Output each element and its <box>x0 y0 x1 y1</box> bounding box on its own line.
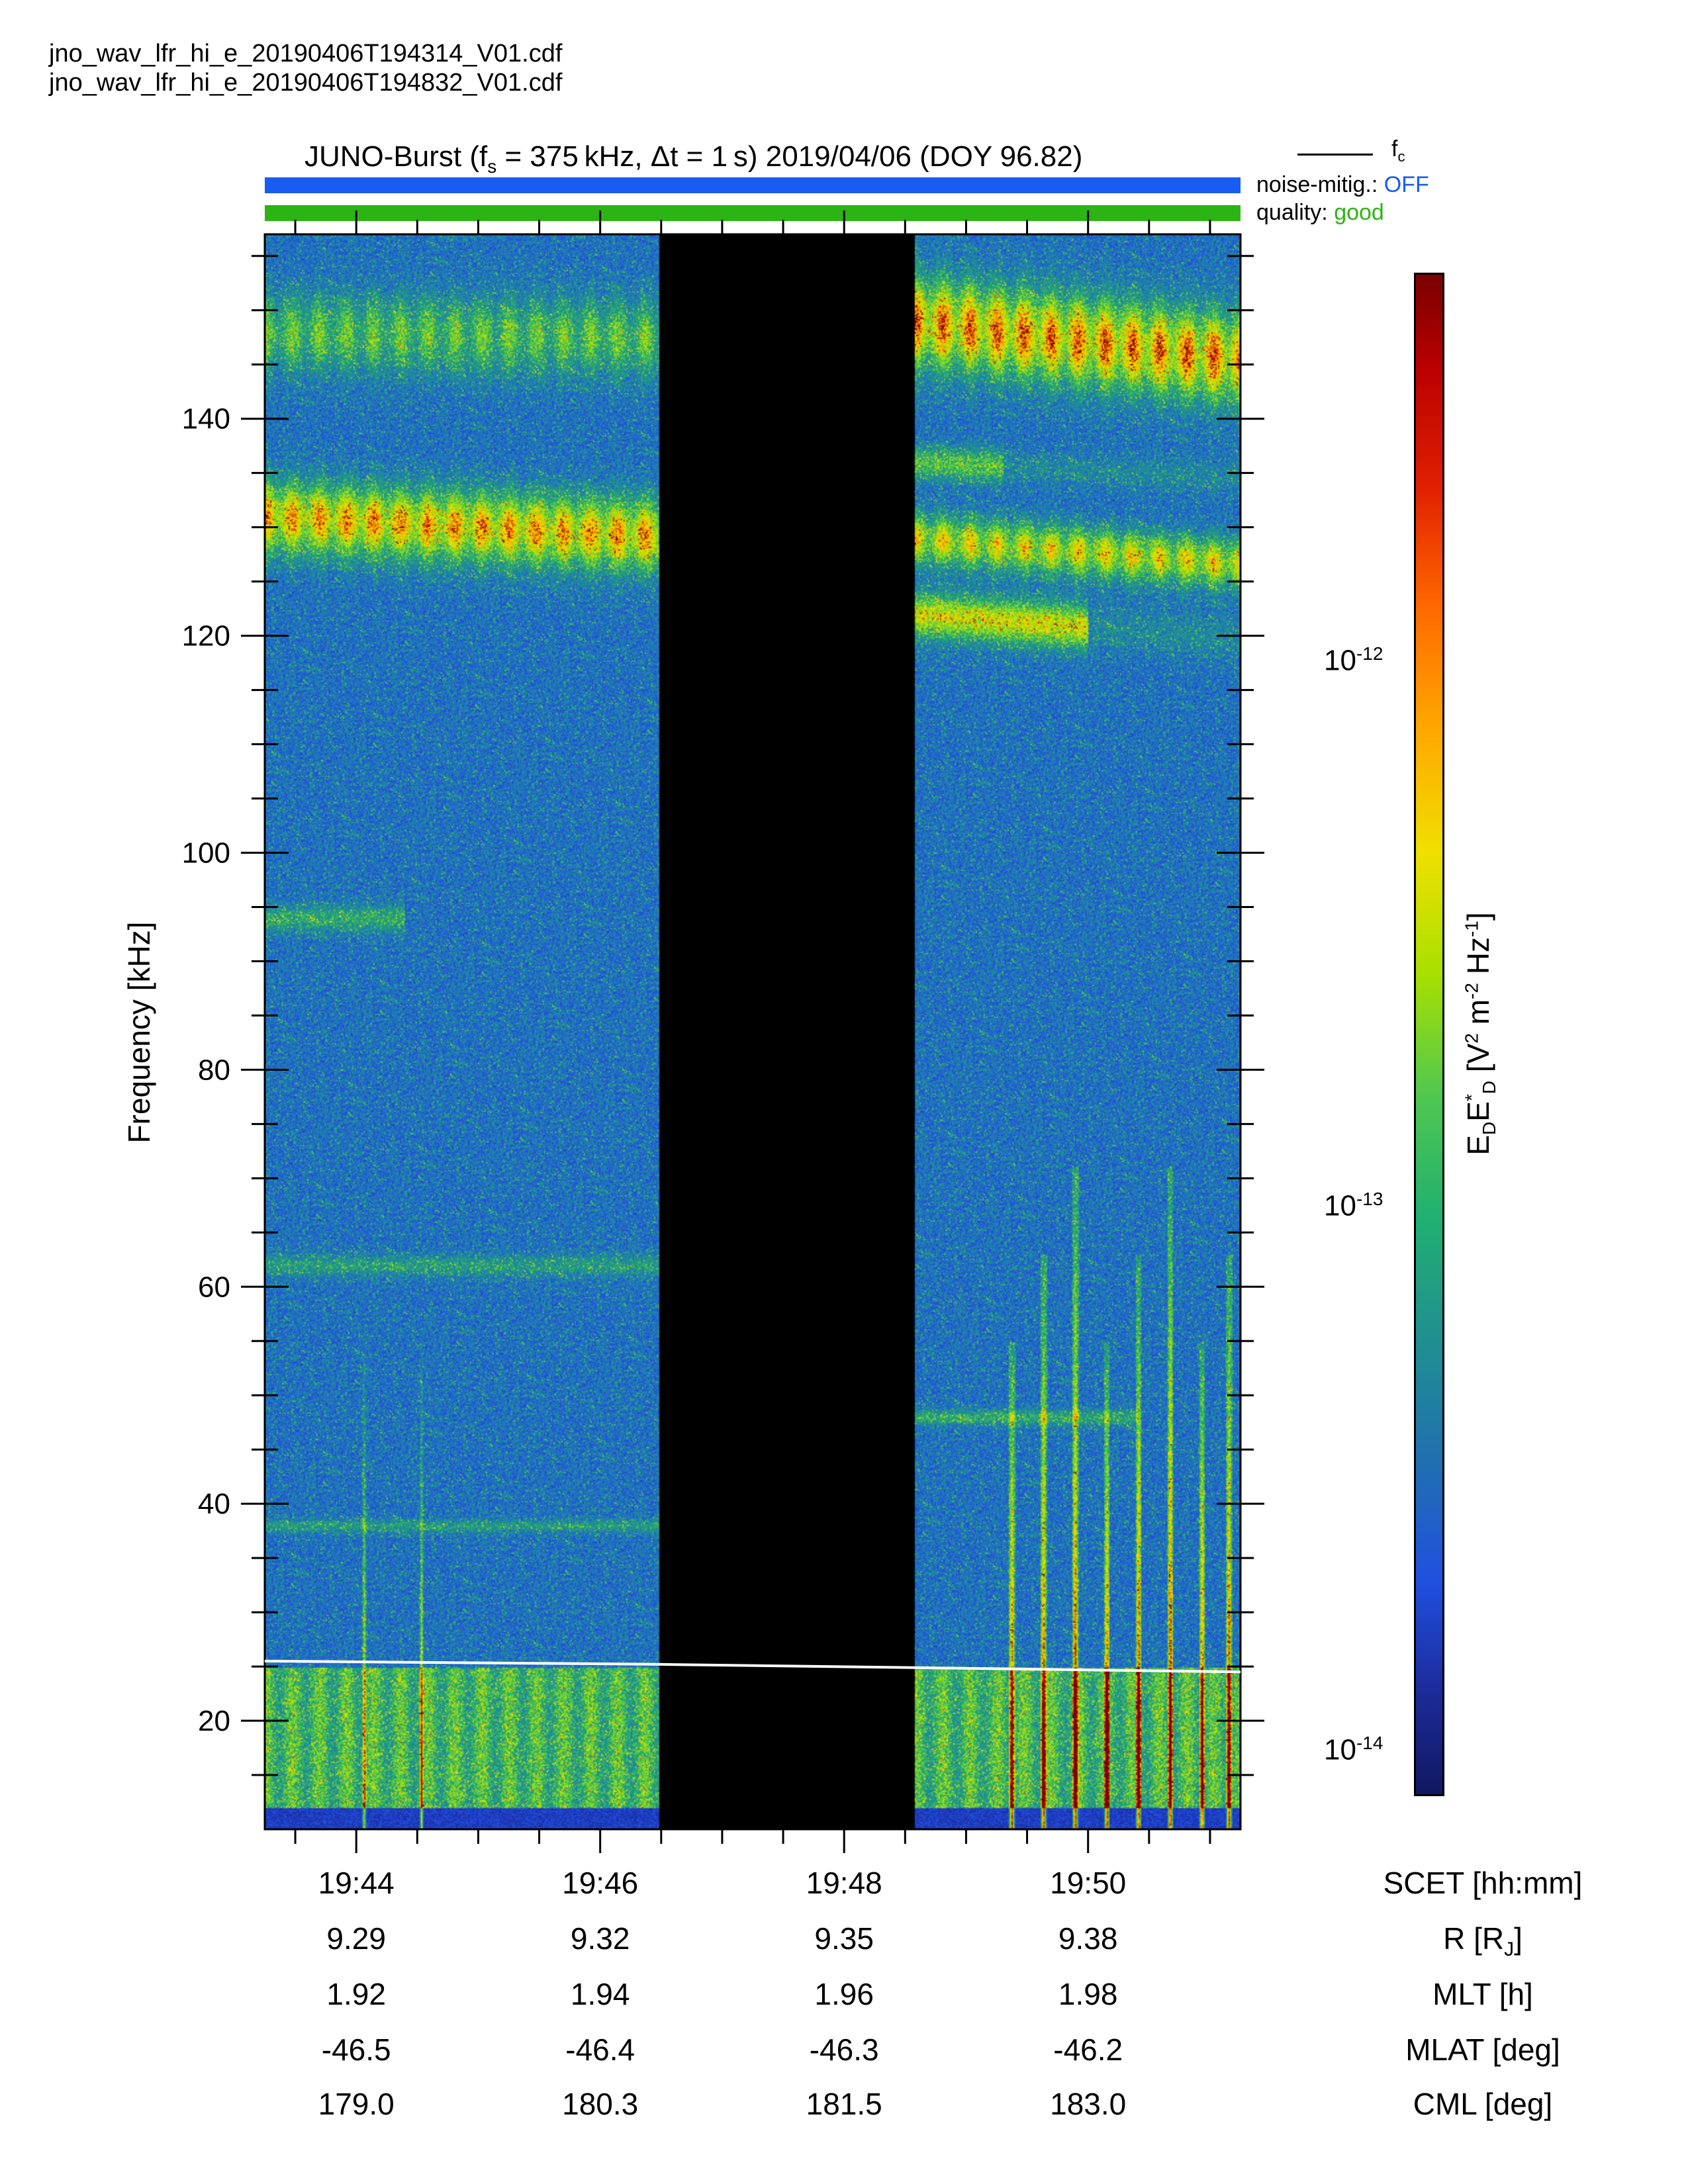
ephemeris-value: 9.38 <box>1058 1921 1118 1956</box>
ephemeris-value: 1.92 <box>326 1977 386 2011</box>
y-axis-label: Frequency [kHz] <box>122 921 156 1144</box>
colorbar-tick-3-exp: -14 <box>1356 1733 1383 1753</box>
cb-title-d2: D <box>1479 1080 1500 1095</box>
noise-mitigation-bar <box>265 177 1241 193</box>
y-tick-label: 40 <box>198 1488 230 1520</box>
colorbar-tick-1-exp: -12 <box>1356 643 1383 664</box>
y-tick-label: 20 <box>198 1705 230 1737</box>
ephemeris-value: -46.5 <box>321 2032 391 2067</box>
y-tick-label: 80 <box>198 1054 230 1086</box>
colorbar-title: EDE*D [V2 m-2 Hz-1] <box>1460 912 1500 1155</box>
quality-status: quality: good <box>1256 200 1384 226</box>
ephemeris-value: 9.32 <box>570 1921 630 1956</box>
ephemeris-value: 19:50 <box>1050 1866 1127 1900</box>
colorbar-tick-2: 10-13 <box>1324 1189 1383 1223</box>
ephemeris-row-name: SCET [hh:mm] <box>1383 1866 1583 1900</box>
ephemeris-value: 181.5 <box>806 2087 882 2121</box>
colorbar-tick-3-base: 10 <box>1324 1733 1356 1766</box>
y-tick-label: 60 <box>198 1271 230 1303</box>
ephemeris-value: 1.96 <box>814 1977 874 2011</box>
cb-title-m-exp: -2 <box>1461 983 1482 999</box>
cb-title-star: * <box>1461 1094 1482 1102</box>
cb-title-hz-exp: -1 <box>1461 921 1482 938</box>
ephemeris-row-name: MLT [h] <box>1432 1977 1533 2011</box>
y-tick-label: 120 <box>182 620 230 653</box>
plot-frame <box>263 233 1242 1831</box>
cb-title-units-open: [V <box>1460 1043 1495 1081</box>
ephemeris-value: -46.4 <box>565 2032 635 2067</box>
fc-line <box>264 1659 1241 1674</box>
ephemeris-value: 9.29 <box>326 1921 386 1956</box>
ephemeris-value: 19:44 <box>318 1866 395 1900</box>
cb-title-e2: E <box>1460 1101 1495 1122</box>
file-name-2: jno_wav_lfr_hi_e_20190406T194832_V01.cdf <box>49 69 563 97</box>
cb-title-m: m <box>1460 999 1495 1034</box>
axis-group: 20 40 60 80 100 120 140 <box>182 210 1264 1853</box>
ephemeris-value: 179.0 <box>318 2087 395 2121</box>
ephemeris-value: -46.2 <box>1053 2032 1123 2067</box>
ephemeris-row-name: R [RJ] <box>1443 1921 1523 1961</box>
title-sub: s <box>487 156 497 177</box>
fc-line-group <box>264 1659 1241 1674</box>
cb-title-sq: 2 <box>1461 1033 1482 1044</box>
cb-title-close: ] <box>1460 912 1495 921</box>
colorbar-tick-2-exp: -13 <box>1356 1189 1383 1209</box>
spectrogram-canvas <box>265 234 1241 1829</box>
y-tick-label: 140 <box>182 403 230 435</box>
title-suffix: = 375 kHz, Δt = 1 s) 2019/04/06 (DOY 96.… <box>496 140 1083 173</box>
ephemeris-value: 183.0 <box>1050 2087 1127 2121</box>
cb-title-hz: Hz <box>1460 937 1495 983</box>
fc-legend-label: fc <box>1391 136 1405 165</box>
fc-legend-sub: c <box>1397 148 1405 165</box>
noise-mitigation-status: noise-mitig.: OFF <box>1256 172 1429 198</box>
ephemeris-row-name: CML [deg] <box>1413 2087 1553 2121</box>
quality-label: quality: <box>1256 200 1328 225</box>
fc-legend-line <box>1297 154 1373 156</box>
noise-value: OFF <box>1383 172 1429 197</box>
noise-label: noise-mitig.: <box>1256 172 1378 197</box>
colorbar <box>1414 273 1444 1796</box>
ephemeris-value: 19:46 <box>562 1866 639 1900</box>
ephemeris-value: 1.94 <box>570 1977 630 2011</box>
colorbar-tick-1: 10-12 <box>1324 643 1383 678</box>
ephemeris-value: -46.3 <box>809 2032 879 2067</box>
ephemeris-value: 1.98 <box>1058 1977 1118 2011</box>
fc-legend-main: f <box>1391 136 1398 161</box>
ephemeris-value: 19:48 <box>806 1866 882 1900</box>
cb-title-e1: E <box>1460 1134 1495 1156</box>
colorbar-tick-1-base: 10 <box>1324 644 1356 677</box>
plot-title: JUNO-Burst (fs = 375 kHz, Δt = 1 s) 2019… <box>305 140 1082 177</box>
colorbar-tick-3: 10-14 <box>1324 1733 1383 1767</box>
y-tick-label: 100 <box>182 837 230 869</box>
cb-title-d1: D <box>1479 1121 1500 1135</box>
ephemeris-value: 180.3 <box>562 2087 639 2121</box>
colorbar-tick-2-base: 10 <box>1324 1189 1356 1222</box>
title-prefix: JUNO-Burst (f <box>305 140 488 173</box>
quality-value: good <box>1334 200 1384 225</box>
ephemeris-row-name: MLAT [deg] <box>1405 2032 1560 2067</box>
file-name-1: jno_wav_lfr_hi_e_20190406T194314_V01.cdf <box>49 40 563 68</box>
ephemeris-value: 9.35 <box>814 1921 874 1956</box>
quality-bar <box>265 205 1241 221</box>
